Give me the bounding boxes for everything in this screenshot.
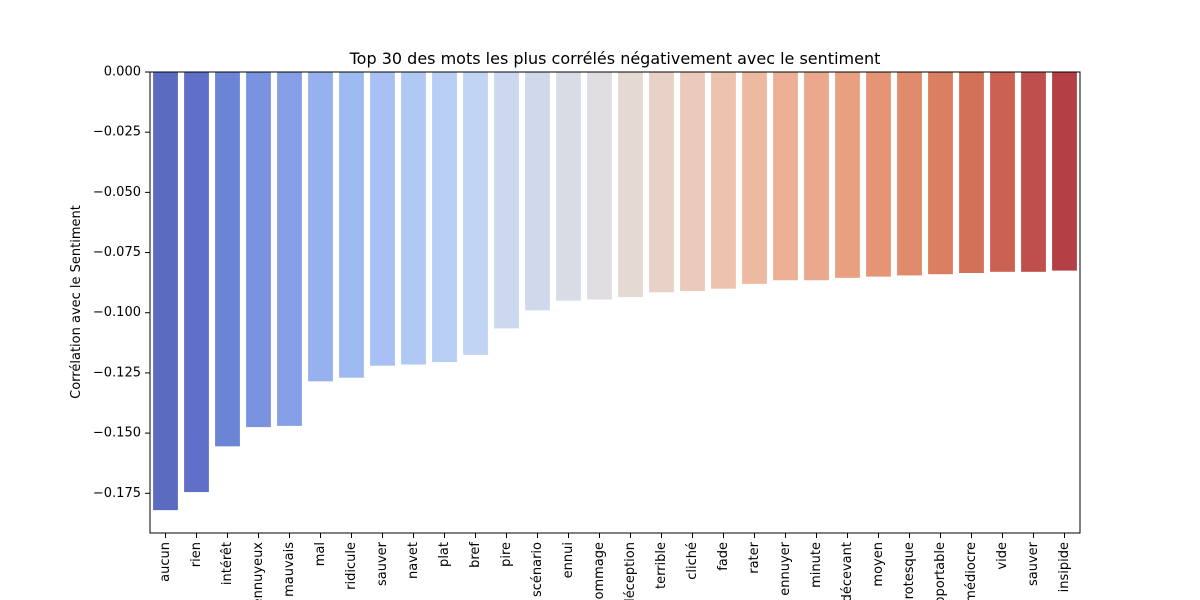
y-tick-label: −0.125 — [93, 365, 141, 380]
x-tick-label: mal — [313, 542, 328, 566]
bar — [928, 72, 953, 275]
x-tick-label: décevant — [840, 542, 855, 600]
chart-title: Top 30 des mots les plus corrélés négati… — [349, 49, 881, 68]
bar — [649, 72, 674, 293]
bar — [184, 72, 209, 493]
bar — [215, 72, 240, 447]
y-axis-title: Corrélation avec le Sentiment — [69, 205, 84, 399]
bar — [525, 72, 550, 311]
bar — [742, 72, 767, 284]
x-tick-label: grotesque — [902, 542, 917, 600]
y-tick-label: −0.050 — [93, 185, 141, 200]
bar — [339, 72, 364, 378]
x-tick-label: sauver — [375, 541, 390, 586]
x-tick-label: bref — [468, 542, 483, 568]
bar — [680, 72, 705, 292]
bar — [308, 72, 333, 382]
bar — [1021, 72, 1046, 272]
y-tick-label: −0.025 — [93, 125, 141, 140]
x-tick-label: cliché — [685, 542, 700, 580]
x-tick-label: rater — [747, 541, 762, 573]
x-tick-label: médiocre — [964, 542, 979, 600]
x-tick-label: terrible — [654, 542, 669, 589]
y-tick-label: −0.175 — [93, 486, 141, 501]
bar — [618, 72, 643, 298]
x-tick-label: ennuyeux — [251, 542, 266, 600]
bar — [1052, 72, 1077, 271]
x-axis: aucun rien intérêt ennuyeux mauvais mal ridicu… — [158, 533, 1072, 600]
x-tick-label: vide — [995, 542, 1010, 570]
x-tick-label: intérêt — [220, 542, 235, 585]
bar — [959, 72, 984, 274]
x-tick-label: ennui — [561, 542, 576, 578]
bar — [587, 72, 612, 300]
x-tick-label: sauver — [1026, 541, 1041, 586]
x-tick-label: mauvais — [282, 542, 297, 597]
x-tick-label: déception — [623, 542, 638, 600]
bar — [153, 72, 178, 511]
bar — [990, 72, 1015, 272]
bar — [773, 72, 798, 281]
x-tick-label: plat — [437, 542, 452, 567]
bar — [897, 72, 922, 276]
x-tick-label: insipide — [1057, 542, 1072, 592]
x-tick-label: moyen — [871, 542, 886, 587]
bar — [246, 72, 271, 428]
x-tick-label: minute — [809, 542, 824, 588]
x-tick-label: ridicule — [344, 542, 359, 590]
bar — [711, 72, 736, 289]
y-tick-label: −0.150 — [93, 426, 141, 441]
y-axis: 0.000 −0.025 −0.050 −0.075 −0.100 −0.125 −0.15… — [93, 65, 150, 501]
x-tick-label: ennuyer — [778, 541, 793, 595]
bar — [277, 72, 302, 426]
x-tick-label: supportable — [933, 542, 948, 600]
y-tick-label: −0.100 — [93, 305, 141, 320]
bars-group — [153, 72, 1077, 511]
bar — [432, 72, 457, 363]
bar — [463, 72, 488, 355]
x-tick-label: aucun — [158, 542, 173, 582]
bar — [494, 72, 519, 329]
y-tick-label: 0.000 — [104, 65, 141, 80]
x-tick-label: pire — [499, 542, 514, 567]
x-tick-label: rien — [189, 542, 204, 567]
bar — [370, 72, 395, 366]
x-tick-label: scénario — [530, 542, 545, 597]
bar — [804, 72, 829, 281]
bar — [401, 72, 426, 365]
plot-frame — [149, 71, 1081, 534]
x-tick-label: navet — [406, 542, 421, 579]
bar — [556, 72, 581, 301]
bar — [866, 72, 891, 277]
y-tick-label: −0.075 — [93, 245, 141, 260]
bar — [835, 72, 860, 278]
x-tick-label: fade — [716, 542, 731, 571]
x-tick-label: dommage — [592, 542, 607, 600]
